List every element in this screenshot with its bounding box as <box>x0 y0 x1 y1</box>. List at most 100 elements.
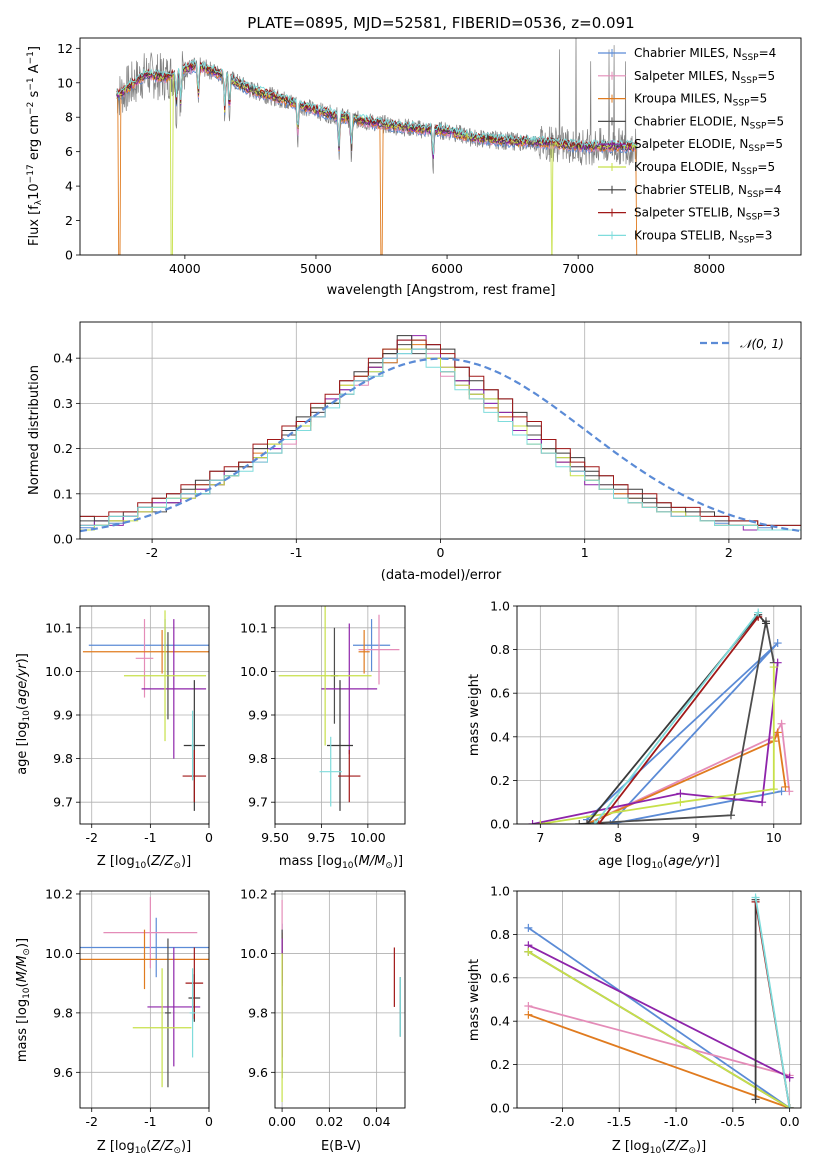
spectrum-y-tick-label: 0 <box>65 248 73 263</box>
mass-weight-vs-Z-y-axis-label: mass weight <box>467 959 482 1041</box>
age-vs-Z-y-tick-label: 10.0 <box>45 664 73 679</box>
age-vs-Z-x-tick-label: -1 <box>144 830 156 845</box>
spectrum-x-tick-label: 4000 <box>169 261 201 276</box>
mass-vs-EBV-x-tick-label: 0.04 <box>363 1114 391 1129</box>
mass-weight-vs-age-x-tick-label: 7 <box>536 830 544 845</box>
mass-vs-EBV-y-tick-label: 9.8 <box>248 1005 268 1020</box>
spectrum-plot <box>116 38 638 255</box>
mass-vs-Z-y-tick-label: 10.0 <box>45 946 73 961</box>
residuals-plot <box>80 335 801 533</box>
mass-weight-marker <box>769 663 778 672</box>
mass-weight-vs-Z-x-tick-label: 0.0 <box>780 1114 800 1129</box>
mass-weight-vs-age-y-tick-label: 0.4 <box>490 729 510 744</box>
mass-weight-vs-age-y-axis-label: mass weight <box>467 674 482 756</box>
age-vs-Z-x-tick-label: -2 <box>85 830 97 845</box>
mass-weight-marker <box>785 1104 794 1108</box>
mass-vs-Z-y-axis-label: mass [log10(M/M⊙)] <box>15 938 32 1062</box>
spectrum-frame <box>79 37 802 256</box>
mass-vs-Z-x-axis-label: Z [log10(Z/Z⊙)] <box>97 1139 191 1156</box>
residuals-y-tick-label: 0.1 <box>53 486 73 501</box>
mass-weight-vs-Z-frame <box>516 890 802 1109</box>
mass-weight-vs-Z-y-tick-label: 0.4 <box>490 1014 510 1029</box>
legend-entry: Salpeter STELIB, NSSP=3 <box>634 206 780 223</box>
mass-weight-marker <box>528 820 537 824</box>
mass-vs-EBV-x-axis-label: E(B-V) <box>321 1139 361 1154</box>
mass-vs-EBV-x-tick-label: 0.00 <box>268 1114 296 1129</box>
age-vs-mass-x-axis-label: mass [log10(M/M⊙)] <box>279 854 403 871</box>
spectrum-model-line <box>116 58 638 155</box>
mass-vs-Z-y-tick-label: 9.8 <box>53 1005 73 1020</box>
mass-weight-line <box>579 621 775 824</box>
mass-weight-vs-Z-x-tick-label: -1.5 <box>607 1114 631 1129</box>
mass-weight-vs-Z-y-tick-label: 1.0 <box>490 884 510 899</box>
mass-weight-marker <box>758 798 767 807</box>
age-vs-Z-y-axis-label: age [log10(age/yr)] <box>15 653 32 775</box>
mass-weight-marker <box>676 798 685 807</box>
mass-weight-vs-age-y-tick-label: 0.2 <box>490 773 510 788</box>
mass-weight-line <box>594 611 759 824</box>
spectrum-x-tick-label: 7000 <box>562 261 594 276</box>
mass-weight-marker <box>524 923 533 932</box>
mass-weight-marker <box>524 947 533 956</box>
mass-weight-marker <box>773 658 782 667</box>
mass-vs-EBV-y-tick-label: 10.0 <box>240 946 268 961</box>
mass-weight-line <box>754 897 791 1108</box>
residuals-x-tick-label: 2 <box>725 545 733 560</box>
spectrum-x-tick-label: 6000 <box>431 261 463 276</box>
histogram-line <box>80 339 801 526</box>
mass-weight-marker <box>785 787 794 796</box>
mass-vs-EBV-x-tick-label: 0.02 <box>315 1114 343 1129</box>
mass-weight-vs-Z-y-tick-label: 0.8 <box>490 927 510 942</box>
age-vs-mass-y-tick-label: 10.1 <box>240 620 268 635</box>
spectrum-y-tick-label: 10 <box>57 75 73 90</box>
legend-entry: Kroupa ELODIE, NSSP=5 <box>634 160 775 177</box>
age-vs-mass-x-tick-label: 9.75 <box>308 830 336 845</box>
spectrum-y-tick-label: 4 <box>65 179 73 194</box>
spectrum-x-tick-label: 8000 <box>693 261 725 276</box>
age-vs-Z-y-tick-label: 9.8 <box>53 751 73 766</box>
mass-weight-line <box>527 951 791 1108</box>
spectrum-x-axis-label: wavelength [Angstrom, rest frame] <box>327 283 556 298</box>
legend-entry: Chabrier STELIB, NSSP=4 <box>634 183 782 200</box>
residuals-y-axis-label: Normed distribution <box>27 365 42 495</box>
mass-weight-line <box>597 616 759 824</box>
spectrum-x-tick-label: 5000 <box>300 261 332 276</box>
age-vs-mass-y-tick-label: 9.7 <box>248 795 268 810</box>
mass-weight-marker <box>583 820 592 824</box>
spectrum-y-tick-label: 8 <box>65 110 73 125</box>
residuals-x-tick-label: -1 <box>290 545 302 560</box>
age-vs-mass-x-tick-label: 10.00 <box>350 830 386 845</box>
mass-weight-marker <box>777 787 786 796</box>
mass-weight-marker <box>590 820 599 824</box>
legend-entry: Salpeter ELODIE, NSSP=5 <box>634 137 783 154</box>
age-vs-mass-x-tick-label: 9.50 <box>261 830 289 845</box>
age-vs-Z-frame <box>79 605 210 825</box>
mass-vs-Z-x-tick-label: 0 <box>205 1114 213 1129</box>
mass-weight-marker <box>785 1073 794 1082</box>
mass-weight-marker <box>754 608 763 617</box>
mass-weight-marker <box>575 820 584 824</box>
mass-weight-marker <box>524 1010 533 1019</box>
residuals-y-tick-label: 0.3 <box>53 396 73 411</box>
mass-vs-EBV-y-tick-label: 10.2 <box>240 886 268 901</box>
mass-weight-line <box>528 1013 790 1108</box>
residuals-x-tick-label: 1 <box>581 545 589 560</box>
spectrum-y-tick-label: 12 <box>57 41 73 56</box>
mass-weight-vs-age-x-axis-label: age [log10(age/yr)] <box>598 854 720 871</box>
mass-weight-vs-age-y-tick-label: 0.0 <box>490 817 510 832</box>
age-vs-mass-frame <box>274 605 406 825</box>
mass-vs-Z-x-tick-label: -1 <box>144 1114 156 1129</box>
chart-title: PLATE=0895, MJD=52581, FIBERID=0536, z=0… <box>247 14 634 32</box>
mass-vs-Z-x-tick-label: -2 <box>85 1114 97 1129</box>
mass-weight-vs-Z-x-axis-label: Z [log10(Z/Z⊙)] <box>612 1139 706 1156</box>
mass-weight-vs-Z-plot <box>524 893 794 1108</box>
mass-vs-EBV-plot <box>281 899 401 1103</box>
mass-weight-vs-age-plot <box>528 608 794 824</box>
legend-entry: Salpeter MILES, NSSP=5 <box>634 69 775 86</box>
residuals-x-tick-label: 0 <box>437 545 445 560</box>
mass-weight-marker <box>524 1002 533 1011</box>
age-vs-Z-x-tick-label: 0 <box>205 830 213 845</box>
residuals-x-axis-label: (data-model)/error <box>381 568 502 583</box>
mass-weight-vs-Z-x-tick-label: -1.0 <box>664 1114 688 1129</box>
